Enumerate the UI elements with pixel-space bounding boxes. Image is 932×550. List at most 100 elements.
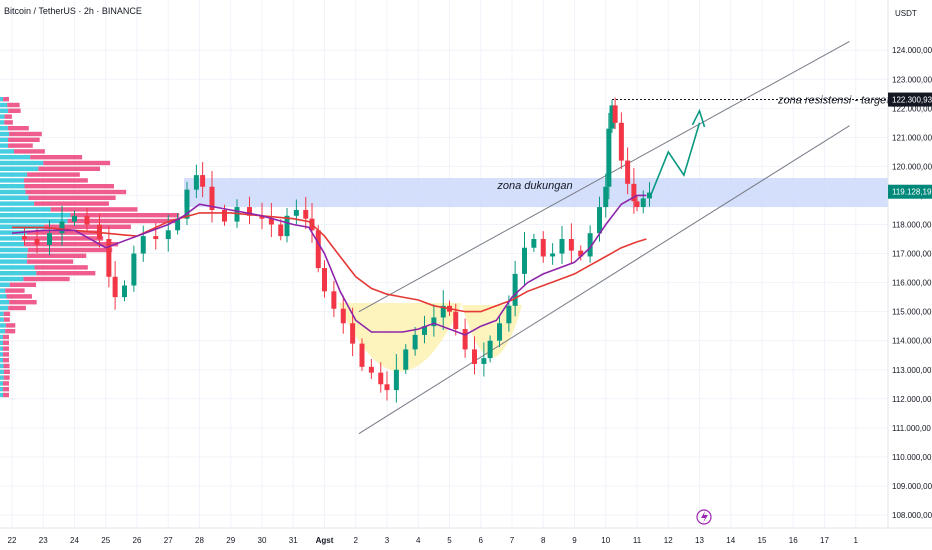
candle-body	[606, 128, 612, 187]
vp-bar-up	[0, 358, 3, 363]
vp-bar-down	[27, 253, 87, 258]
vp-bar-down	[25, 189, 127, 195]
y-tick-label: 124.000,00	[892, 46, 932, 55]
candle-body	[531, 239, 537, 248]
vp-bar-up	[0, 317, 4, 322]
candle-body	[587, 233, 593, 257]
currency-label: USDT	[895, 9, 917, 18]
y-tick-label: 115.000,00	[892, 308, 932, 317]
candle-body	[140, 236, 146, 254]
vp-bar-down	[3, 311, 11, 316]
vp-bar-down	[4, 120, 13, 125]
candle-body	[578, 250, 584, 257]
vp-bar-up	[0, 276, 24, 282]
candle-body	[278, 224, 284, 237]
y-tick-label: 109.000,00	[892, 482, 932, 491]
x-tick-label: 24	[70, 536, 79, 545]
x-tick-label: 25	[101, 536, 110, 545]
vp-bar-down	[9, 282, 37, 287]
vp-bar-down	[38, 166, 101, 171]
candle-body	[359, 343, 365, 367]
vp-bar-down	[9, 131, 42, 137]
target-price-badge	[888, 92, 932, 107]
candle-body	[72, 215, 77, 222]
vp-bar-down	[13, 149, 45, 154]
candle-body	[568, 239, 574, 251]
vp-bar-down	[3, 375, 10, 380]
candle-body	[284, 215, 290, 237]
vp-bar-down	[30, 155, 83, 160]
vp-bar-down	[5, 329, 16, 334]
channel-lower-line[interactable]	[358, 125, 850, 435]
vp-bar-up	[0, 352, 3, 357]
vp-bar-down	[8, 137, 40, 142]
x-tick-label: 23	[39, 536, 48, 545]
candle-body	[47, 233, 52, 245]
x-tick-label: 22	[8, 536, 17, 545]
vp-bar-up	[0, 305, 9, 311]
x-tick-label: 3	[385, 536, 390, 545]
vp-bar-up	[0, 131, 10, 137]
vp-bar-down	[70, 213, 180, 218]
candle-body	[315, 230, 321, 269]
vp-bar-down	[8, 305, 26, 311]
candle-body	[112, 276, 118, 298]
vp-bar-down	[8, 108, 21, 113]
vp-bar-up	[0, 247, 28, 253]
candle-body	[268, 218, 274, 225]
vp-bar-down	[3, 381, 10, 386]
vp-bar-up	[0, 294, 7, 299]
candle-body	[634, 201, 640, 208]
candle-body	[259, 215, 265, 219]
vp-bar-down	[5, 323, 16, 328]
x-tick-label: 27	[164, 536, 173, 545]
candle-body	[618, 122, 624, 161]
x-tick-label: 12	[664, 536, 673, 545]
vp-bar-down	[3, 358, 9, 363]
y-tick-label: 120.000,00	[892, 162, 932, 171]
y-tick-label: 122.000,00	[892, 104, 932, 113]
candle-body	[603, 186, 609, 208]
arrow-head	[691, 108, 706, 128]
volume-profile	[0, 97, 180, 398]
vp-bar-up	[0, 166, 39, 171]
vp-bar-up	[0, 334, 3, 340]
vp-bar-up	[0, 213, 71, 218]
candle-body	[640, 198, 646, 208]
y-tick-label: 110.000,00	[892, 453, 932, 462]
vp-bar-down	[8, 143, 33, 148]
candle-body	[472, 349, 477, 364]
vp-bar-up	[0, 253, 28, 258]
price-channel[interactable]	[358, 41, 850, 435]
x-tick-label: 13	[695, 536, 704, 545]
vp-bar-down	[3, 340, 9, 345]
vp-bar-up	[0, 340, 3, 345]
vp-bar-down	[23, 242, 119, 247]
candle-body	[625, 160, 631, 184]
candle-body	[322, 268, 327, 292]
vp-bar-down	[7, 102, 20, 108]
x-tick-label: 11	[633, 536, 642, 545]
candle-body	[59, 221, 65, 234]
vp-bar-down	[3, 317, 10, 322]
y-tick-label: 117.000,00	[892, 250, 932, 259]
vp-bar-up	[0, 172, 28, 177]
candle-body	[550, 253, 556, 257]
support-zone	[184, 178, 888, 208]
candle-body	[487, 340, 493, 359]
vp-bar-down	[7, 126, 29, 131]
candle-body	[350, 323, 356, 344]
channel-upper-line[interactable]	[358, 41, 850, 313]
zones	[184, 178, 888, 372]
y-tick-label: 114.000,00	[892, 337, 932, 346]
vp-bar-down	[3, 363, 10, 369]
x-tick-label: 26	[133, 536, 142, 545]
price-axis-bg	[888, 0, 932, 550]
vp-bar-down	[3, 346, 9, 351]
vp-bar-up	[0, 178, 25, 183]
candle-body	[609, 105, 615, 129]
vp-bar-down	[3, 334, 9, 340]
candle-body	[512, 273, 518, 306]
